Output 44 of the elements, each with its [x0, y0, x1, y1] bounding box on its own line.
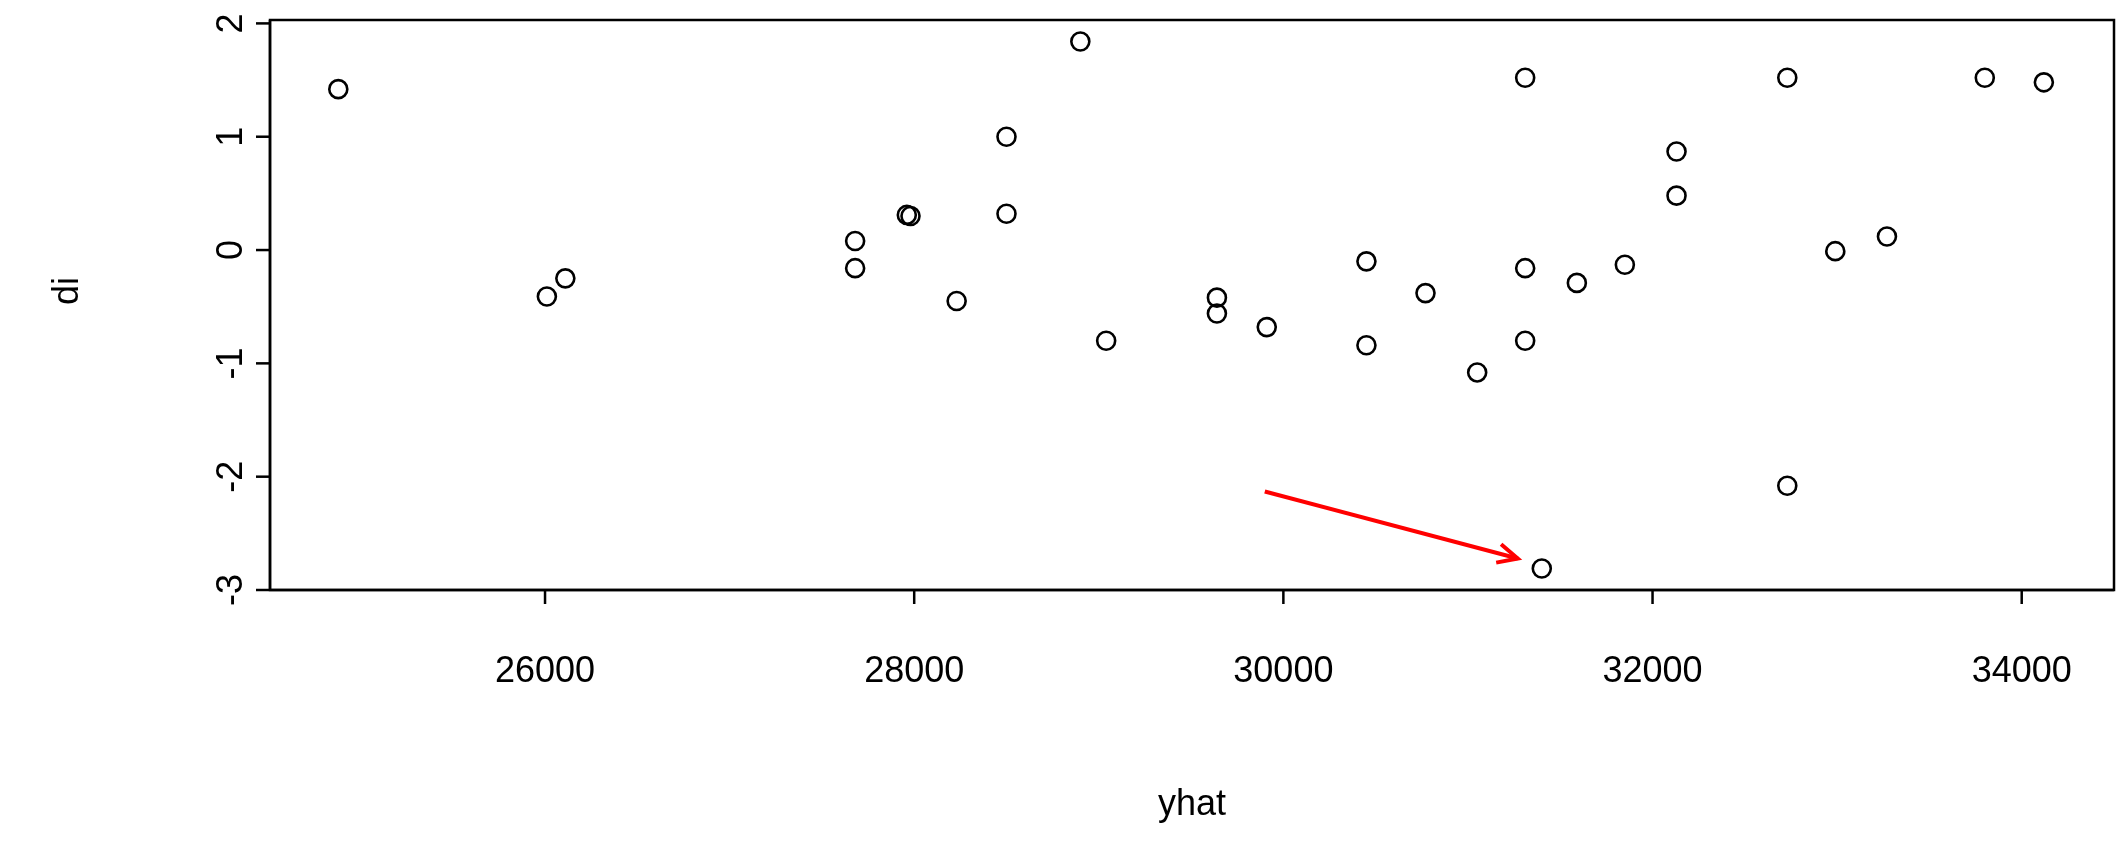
point — [1876, 226, 1898, 247]
y-tick-label: 1 — [209, 126, 250, 147]
point — [1666, 185, 1687, 206]
point — [2033, 72, 2055, 93]
point — [996, 203, 1017, 225]
point — [1776, 67, 1798, 89]
point — [1356, 251, 1377, 272]
point — [1974, 67, 1996, 89]
x-axis-title: yhat — [1157, 782, 1227, 823]
point — [1514, 330, 1536, 351]
point — [844, 257, 866, 279]
x-tick-label: 30000 — [1233, 648, 1334, 690]
x-tick-label: 26000 — [494, 648, 596, 690]
point — [1531, 558, 1553, 579]
point — [1666, 141, 1687, 162]
point — [1466, 362, 1488, 383]
point — [555, 268, 576, 289]
y-tick-label: -3 — [209, 573, 250, 607]
point — [1256, 316, 1278, 338]
point — [1614, 254, 1636, 276]
x-tick-label: 34000 — [1971, 648, 2072, 690]
point — [1356, 334, 1377, 356]
y-axis-title: di — [44, 276, 86, 305]
point — [1095, 330, 1117, 351]
x-tick-label: 28000 — [864, 648, 965, 690]
y-tick-label: 2 — [209, 13, 250, 34]
point — [1415, 282, 1436, 304]
point — [946, 290, 967, 312]
point — [1824, 240, 1846, 262]
point — [1206, 303, 1228, 324]
point — [1514, 257, 1536, 279]
point — [996, 126, 1017, 148]
y-tick-label: -1 — [209, 347, 250, 380]
point — [1070, 31, 1091, 52]
y-tick-label: 0 — [209, 240, 250, 261]
y-tick-label: -2 — [209, 460, 250, 493]
point — [1206, 287, 1228, 308]
point — [1776, 475, 1798, 497]
point — [1566, 272, 1588, 294]
point — [536, 286, 558, 307]
point — [328, 78, 349, 100]
point — [1514, 67, 1536, 89]
x-tick-label: 32000 — [1602, 648, 1703, 690]
point — [844, 230, 866, 252]
